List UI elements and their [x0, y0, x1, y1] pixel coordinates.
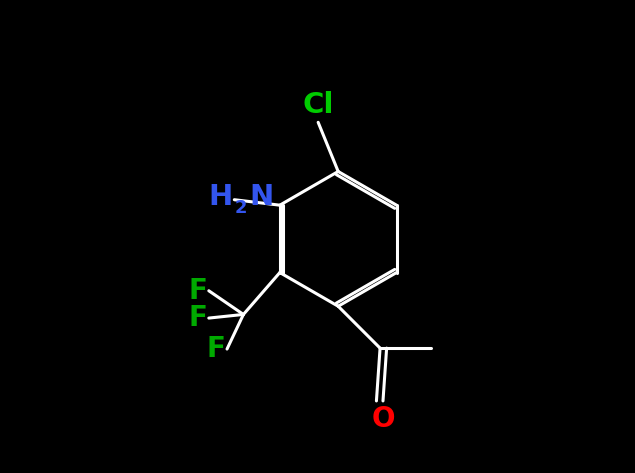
Text: N: N	[249, 183, 273, 211]
Text: F: F	[206, 335, 225, 363]
Text: 2: 2	[234, 199, 247, 217]
Text: O: O	[371, 404, 395, 433]
Text: H: H	[208, 183, 232, 211]
Text: F: F	[188, 304, 207, 332]
Text: F: F	[188, 277, 207, 305]
Text: Cl: Cl	[302, 91, 334, 119]
